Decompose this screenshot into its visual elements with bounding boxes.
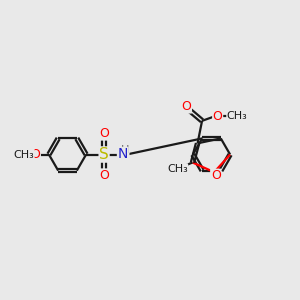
Text: CH₃: CH₃ bbox=[227, 111, 248, 121]
Text: O: O bbox=[99, 169, 109, 182]
Text: O: O bbox=[31, 148, 40, 161]
Text: H: H bbox=[121, 145, 129, 155]
Text: CH₃: CH₃ bbox=[13, 149, 34, 160]
Text: N: N bbox=[118, 148, 128, 161]
Text: O: O bbox=[211, 169, 220, 182]
Text: O: O bbox=[182, 100, 191, 113]
Text: S: S bbox=[99, 147, 109, 162]
Text: O: O bbox=[213, 110, 223, 123]
Text: O: O bbox=[99, 127, 109, 140]
Text: CH₃: CH₃ bbox=[167, 164, 188, 174]
